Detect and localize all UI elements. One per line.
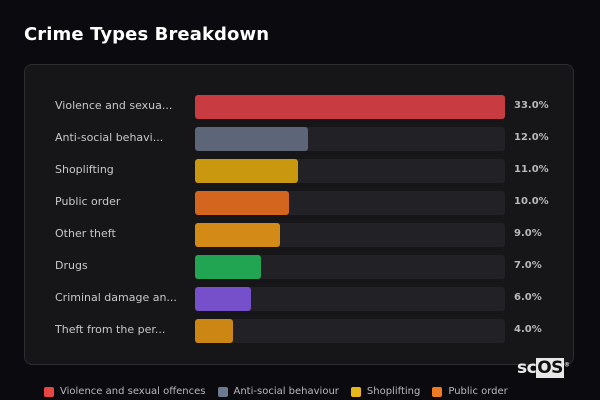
bar-track [195, 159, 505, 183]
legend-item[interactable]: Shoplifting [350, 386, 421, 397]
bar[interactable] [195, 159, 299, 183]
bar[interactable] [195, 255, 261, 279]
bar-row: Public order 10.0% [25, 191, 575, 215]
legend-label: Shoplifting [366, 386, 421, 397]
legend-swatch-icon [217, 386, 228, 397]
bar-label: Drugs [55, 259, 88, 272]
bar-row: Shoplifting 11.0% [25, 159, 575, 183]
bar-row: Violence and sexua... 33.0% [25, 95, 575, 119]
legend-swatch-icon [432, 386, 443, 397]
bar-value: 9.0% [514, 228, 542, 239]
legend-label: Anti-social behaviour [233, 386, 339, 397]
legend-item[interactable]: Violence and sexual offences [44, 386, 206, 397]
bar-label: Criminal damage an... [55, 291, 177, 304]
bar-track [195, 319, 505, 343]
bar[interactable] [195, 287, 252, 311]
bar-row: Criminal damage an... 6.0% [25, 287, 575, 311]
bar-label: Other theft [55, 227, 116, 240]
bar-value: 33.0% [514, 100, 549, 111]
bar-track [195, 127, 505, 151]
bar[interactable] [195, 319, 233, 343]
bar-track [195, 287, 505, 311]
bar[interactable] [195, 95, 505, 119]
legend-label: Public order [448, 386, 508, 397]
bar-row: Other theft 9.0% [25, 223, 575, 247]
bar-value: 11.0% [514, 164, 549, 175]
bar-track [195, 191, 505, 215]
bar-track [195, 95, 505, 119]
legend-swatch-icon [350, 386, 361, 397]
bar-track [195, 255, 505, 279]
bar-value: 7.0% [514, 260, 542, 271]
bar-label: Anti-social behavi... [55, 131, 164, 144]
bar-label: Shoplifting [55, 163, 114, 176]
legend-label: Violence and sexual offences [60, 386, 206, 397]
bar-label: Theft from the per... [55, 323, 166, 336]
legend-swatch-icon [44, 386, 54, 397]
bar-value: 6.0% [514, 292, 542, 303]
bar-track [195, 223, 505, 247]
chart-legend: Violence and sexual offences Anti-social … [44, 386, 508, 397]
watermark-logo: scOS® [517, 358, 570, 378]
legend-item[interactable]: Anti-social behaviour [217, 386, 339, 397]
bar-value: 12.0% [514, 132, 549, 143]
chart-title: Crime Types Breakdown [24, 24, 270, 45]
bar[interactable] [195, 223, 280, 247]
bar[interactable] [195, 127, 308, 151]
chart-panel: Violence and sexua... 33.0% Anti-social b… [24, 64, 574, 365]
bar-row: Anti-social behavi... 12.0% [25, 127, 575, 151]
bar-row: Theft from the per... 4.0% [25, 319, 575, 343]
bar[interactable] [195, 191, 289, 215]
bar-value: 4.0% [514, 324, 542, 335]
bar-value: 10.0% [514, 196, 549, 207]
bar-label: Violence and sexua... [55, 99, 173, 112]
bar-label: Public order [55, 195, 121, 208]
bar-row: Drugs 7.0% [25, 255, 575, 279]
legend-item[interactable]: Public order [432, 386, 508, 397]
